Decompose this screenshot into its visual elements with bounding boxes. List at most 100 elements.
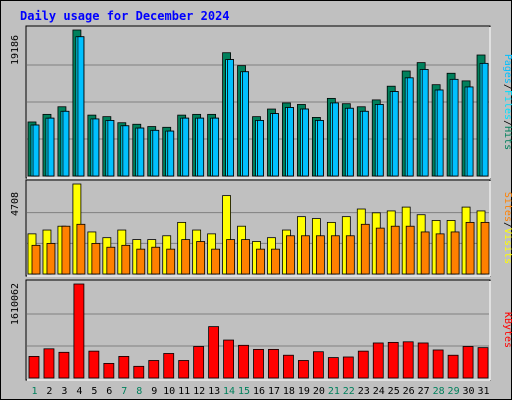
pages-bar xyxy=(242,71,249,177)
kbytes-bar xyxy=(477,347,489,379)
sites-bar xyxy=(151,246,161,275)
x-tick-label: 20 xyxy=(313,386,325,397)
pages-bar xyxy=(107,120,115,177)
x-tick-label: 7 xyxy=(121,386,127,397)
sites-bar xyxy=(196,241,206,275)
x-tick-label: 25 xyxy=(388,386,400,397)
x-tick-label: 29 xyxy=(448,386,460,397)
x-tick-label: 31 xyxy=(477,386,489,397)
sites-bar xyxy=(375,227,385,275)
kbytes-bar xyxy=(43,348,55,379)
pages-bar xyxy=(227,59,234,177)
pages-bar xyxy=(406,77,414,177)
pages-bar xyxy=(331,102,339,177)
x-tick-label: 5 xyxy=(91,386,97,397)
sites-bar xyxy=(61,225,71,275)
x-tick-label: 9 xyxy=(151,386,157,397)
sites-bar xyxy=(46,243,56,275)
kbytes-bar xyxy=(253,348,264,379)
sites-bar xyxy=(465,221,475,275)
x-tick-label: 2 xyxy=(46,386,52,397)
pages-bar xyxy=(77,36,85,177)
pages-bar xyxy=(451,78,459,177)
kbytes-bar xyxy=(28,355,40,379)
x-tick-label: 21 xyxy=(328,386,340,397)
pages-bar xyxy=(272,113,279,177)
y-max-label: 1610062 xyxy=(10,283,21,325)
kbytes-bar xyxy=(193,346,205,379)
kbytes-bar xyxy=(387,341,399,379)
kbytes-bar xyxy=(283,354,294,379)
legend-visits: Visits xyxy=(502,228,512,264)
x-tick-label: 8 xyxy=(136,386,142,397)
x-tick-label: 23 xyxy=(358,386,370,397)
pages-bar xyxy=(361,110,369,177)
kbytes-bar xyxy=(462,346,474,379)
kbytes-bar xyxy=(342,356,354,379)
x-tick-label: 1 xyxy=(31,386,37,397)
sites-bar xyxy=(271,248,280,275)
kbytes-bar xyxy=(417,342,429,379)
kbytes-bar xyxy=(327,357,339,379)
sites-bar xyxy=(480,221,490,275)
x-tick-label: 4 xyxy=(76,386,82,397)
kbytes-bar xyxy=(447,354,459,379)
legend-files: Files xyxy=(502,90,512,120)
legend-separator: / xyxy=(502,84,512,90)
y-max-label: 19186 xyxy=(10,35,21,65)
pages-bar xyxy=(137,127,145,177)
pages-bar xyxy=(346,107,354,177)
sites-bar xyxy=(121,244,131,275)
kbytes-bar xyxy=(133,365,145,379)
pages-bar xyxy=(47,117,55,177)
pages-bar xyxy=(197,117,205,177)
chart-title: Daily usage for December 2024 xyxy=(20,9,230,23)
x-tick-label: 28 xyxy=(433,386,445,397)
x-tick-label: 16 xyxy=(253,386,265,397)
kbytes-bar xyxy=(58,351,70,379)
sites-bar xyxy=(360,223,370,275)
panel-kbytes: 1610062 KBytes xyxy=(10,279,512,381)
sites-bar xyxy=(390,225,400,275)
x-tick-label: 12 xyxy=(193,386,205,397)
kbytes-bar xyxy=(163,353,175,379)
pages-bar xyxy=(436,89,444,177)
sites-bar xyxy=(315,235,325,275)
x-tick-label: 3 xyxy=(61,386,67,397)
sites-bar xyxy=(76,223,86,275)
x-tick-label: 19 xyxy=(298,386,310,397)
legend-visits-sites: Sites/Visits xyxy=(502,192,512,264)
x-tick-label: 18 xyxy=(283,386,295,397)
pages-bar xyxy=(316,120,324,177)
kbytes-bar xyxy=(88,350,100,379)
x-tick-label: 14 xyxy=(223,386,235,397)
legend-pages: Pages xyxy=(502,54,512,84)
pages-bar xyxy=(376,104,384,177)
pages-bar xyxy=(32,124,40,177)
pages-bar xyxy=(152,129,160,177)
kbytes-bar xyxy=(238,344,249,379)
kbytes-bar xyxy=(208,326,220,379)
sites-bar xyxy=(330,235,340,275)
x-tick-label: 6 xyxy=(106,386,112,397)
pages-bar xyxy=(391,91,399,177)
kbytes-bar xyxy=(118,355,130,379)
x-tick-label: 15 xyxy=(238,386,250,397)
pages-bar xyxy=(481,62,489,177)
sites-bar xyxy=(286,235,295,275)
pages-bar xyxy=(257,120,264,177)
panel-visits-sites: 4708 Sites/Visits xyxy=(10,179,512,277)
legend-sites: Sites xyxy=(502,192,512,222)
kbytes-bar xyxy=(73,283,85,379)
legend-hits: Hits xyxy=(502,126,512,150)
legend-kbytes: KBytes xyxy=(502,312,512,348)
legend-kbytes: KBytes xyxy=(502,312,512,348)
sites-bar xyxy=(420,231,430,275)
pages-bar xyxy=(122,125,130,177)
kbytes-bar xyxy=(357,350,369,379)
kbytes-bar xyxy=(402,341,414,379)
sites-bar xyxy=(106,246,116,275)
